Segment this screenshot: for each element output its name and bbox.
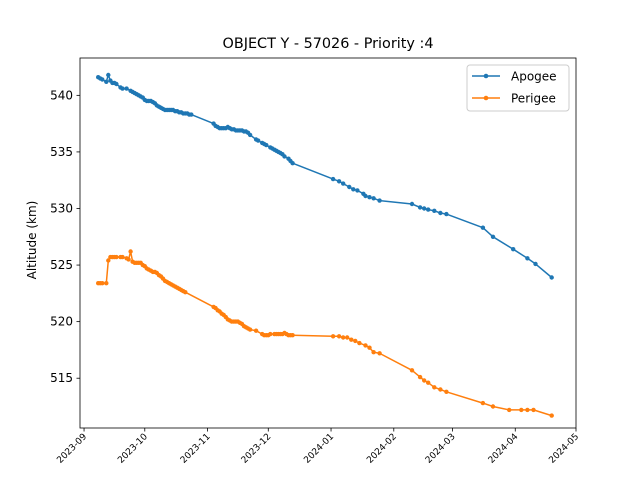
data-point-apogee (351, 187, 356, 192)
data-point-perigee (438, 387, 443, 392)
data-point-perigee (183, 290, 188, 295)
data-point-apogee (367, 195, 372, 200)
data-point-perigee (519, 407, 524, 413)
data-point-perigee (290, 333, 295, 338)
data-point-perigee (444, 389, 449, 394)
data-point-perigee (120, 254, 125, 260)
data-point-perigee (422, 378, 427, 383)
legend-entry-apogee: Apogee (472, 70, 557, 84)
data-point-perigee (353, 338, 358, 344)
data-point-perigee (341, 335, 346, 340)
data-point-apogee (480, 225, 486, 230)
data-point-apogee (290, 161, 295, 166)
data-point-apogee (114, 81, 119, 87)
legend-marker-perigee (483, 95, 489, 101)
legend-entry-perigee: Perigee (472, 92, 556, 106)
data-point-perigee (432, 385, 437, 390)
y-tick-label: 525 (50, 258, 73, 272)
data-point-perigee (268, 331, 273, 337)
data-point-apogee (417, 205, 423, 210)
data-point-apogee (330, 176, 336, 182)
data-point-perigee (128, 249, 133, 254)
data-point-apogee (247, 132, 253, 138)
data-point-apogee (533, 261, 538, 267)
data-point-perigee (409, 368, 415, 373)
data-point-perigee (330, 334, 336, 339)
data-point-perigee (371, 350, 376, 355)
y-tick-label: 515 (50, 371, 73, 385)
data-point-perigee (336, 334, 342, 339)
data-point-perigee (345, 335, 350, 340)
data-point-perigee (253, 328, 259, 333)
legend: Apogee Perigee (466, 64, 570, 112)
axes-frame (79, 57, 577, 429)
data-point-perigee (507, 407, 512, 413)
data-point-apogee (120, 86, 125, 91)
data-point-perigee (114, 254, 119, 260)
legend-label-perigee: Perigee (511, 92, 556, 106)
data-point-apogee (363, 193, 368, 199)
data-point-perigee (426, 380, 431, 385)
y-tick-label: 520 (50, 315, 73, 329)
data-point-apogee (490, 234, 496, 239)
data-point-perigee (417, 374, 423, 380)
data-point-apogee (106, 72, 111, 78)
data-point-perigee (349, 337, 354, 342)
data-point-apogee (124, 86, 129, 91)
data-point-apogee (444, 211, 449, 217)
y-tick-label: 530 (50, 201, 73, 215)
y-tick-label: 535 (50, 145, 73, 159)
data-point-apogee (104, 79, 109, 85)
data-point-apogee (256, 138, 261, 143)
data-point-apogee (371, 196, 376, 201)
data-point-apogee (347, 184, 352, 190)
data-point-perigee (247, 327, 253, 332)
data-point-apogee (511, 247, 516, 252)
data-point-perigee (100, 281, 105, 286)
data-point-apogee (438, 210, 443, 216)
data-point-perigee (126, 257, 131, 262)
data-point-apogee (282, 154, 287, 159)
data-point-apogee (549, 275, 554, 280)
data-point-perigee (490, 404, 496, 409)
data-point-apogee (341, 181, 346, 186)
data-point-apogee (336, 179, 342, 184)
data-point-apogee (409, 201, 415, 207)
data-point-perigee (367, 345, 372, 350)
data-point-perigee (357, 340, 362, 346)
data-point-apogee (432, 208, 437, 213)
data-point-perigee (104, 281, 109, 286)
data-point-perigee (377, 351, 382, 356)
chart-title: OBJECT Y - 57026 - Priority :4 (223, 36, 434, 52)
data-point-apogee (189, 112, 194, 117)
data-point-perigee (480, 400, 486, 406)
legend-marker-apogee (483, 73, 489, 79)
data-point-apogee (422, 206, 427, 211)
y-axis-label: Altitude (km) (25, 201, 39, 280)
data-point-perigee (525, 407, 530, 413)
data-point-perigee (549, 413, 554, 418)
data-point-perigee (106, 258, 111, 263)
data-point-apogee (525, 256, 530, 261)
legend-label-apogee: Apogee (511, 70, 557, 84)
data-point-apogee (355, 188, 360, 193)
data-point-apogee (377, 198, 382, 203)
data-point-apogee (264, 142, 269, 148)
data-point-perigee (363, 343, 368, 348)
data-point-perigee (531, 407, 536, 413)
data-point-apogee (426, 207, 431, 212)
data-point-apogee (100, 77, 105, 82)
y-tick-label: 540 (50, 88, 73, 102)
